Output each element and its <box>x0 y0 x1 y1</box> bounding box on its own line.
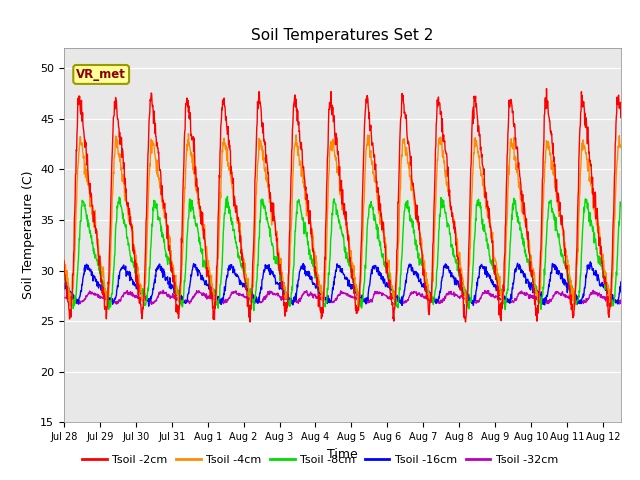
Tsoil -4cm <box>184 131 192 137</box>
Tsoil -16cm <box>145 303 152 309</box>
Tsoil -16cm <box>586 259 594 264</box>
Tsoil -16cm <box>126 278 134 284</box>
Legend: Tsoil -2cm, Tsoil -4cm, Tsoil -8cm, Tsoil -16cm, Tsoil -32cm: Tsoil -2cm, Tsoil -4cm, Tsoil -8cm, Tsoi… <box>77 451 563 469</box>
Tsoil -16cm <box>378 276 385 282</box>
Tsoil -4cm <box>126 213 134 219</box>
Tsoil -4cm <box>60 255 68 261</box>
Tsoil -16cm <box>617 279 625 285</box>
Title: Soil Temperatures Set 2: Soil Temperatures Set 2 <box>252 28 433 43</box>
Line: Tsoil -8cm: Tsoil -8cm <box>64 196 621 311</box>
Tsoil -8cm <box>308 257 316 263</box>
Tsoil -8cm <box>319 289 326 295</box>
Tsoil -4cm <box>297 159 305 165</box>
Line: Tsoil -16cm: Tsoil -16cm <box>64 262 621 306</box>
Tsoil -4cm <box>318 295 326 301</box>
Tsoil -4cm <box>570 307 578 312</box>
Tsoil -4cm <box>103 299 111 304</box>
Tsoil -2cm <box>296 139 304 145</box>
Tsoil -2cm <box>617 115 625 120</box>
Tsoil -16cm <box>103 290 111 296</box>
X-axis label: Time: Time <box>327 448 358 461</box>
Tsoil -8cm <box>103 299 111 304</box>
Tsoil -2cm <box>60 258 68 264</box>
Tsoil -2cm <box>543 85 550 91</box>
Line: Tsoil -4cm: Tsoil -4cm <box>64 134 621 310</box>
Tsoil -2cm <box>461 319 469 325</box>
Tsoil -32cm <box>378 291 385 297</box>
Tsoil -8cm <box>617 204 625 209</box>
Tsoil -4cm <box>378 213 385 218</box>
Tsoil -8cm <box>223 193 231 199</box>
Tsoil -32cm <box>60 295 68 300</box>
Tsoil -2cm <box>126 210 134 216</box>
Line: Tsoil -2cm: Tsoil -2cm <box>64 88 621 322</box>
Tsoil -16cm <box>318 290 326 296</box>
Tsoil -2cm <box>318 311 326 316</box>
Tsoil -32cm <box>159 288 167 293</box>
Tsoil -32cm <box>319 294 326 300</box>
Tsoil -2cm <box>377 213 385 219</box>
Tsoil -32cm <box>617 300 625 305</box>
Tsoil -32cm <box>147 301 155 307</box>
Tsoil -16cm <box>297 265 305 271</box>
Tsoil -8cm <box>126 248 134 253</box>
Tsoil -32cm <box>308 292 316 298</box>
Tsoil -32cm <box>297 296 305 302</box>
Tsoil -8cm <box>250 308 258 313</box>
Tsoil -32cm <box>126 292 134 298</box>
Line: Tsoil -32cm: Tsoil -32cm <box>64 290 621 304</box>
Tsoil -4cm <box>617 143 625 148</box>
Y-axis label: Soil Temperature (C): Soil Temperature (C) <box>22 171 35 300</box>
Text: VR_met: VR_met <box>76 68 126 81</box>
Tsoil -8cm <box>297 208 305 214</box>
Tsoil -8cm <box>378 252 385 258</box>
Tsoil -16cm <box>60 281 68 287</box>
Tsoil -4cm <box>308 233 316 239</box>
Tsoil -32cm <box>103 297 111 302</box>
Tsoil -8cm <box>60 263 68 269</box>
Tsoil -2cm <box>103 305 111 311</box>
Tsoil -16cm <box>308 279 316 285</box>
Tsoil -2cm <box>308 231 316 237</box>
